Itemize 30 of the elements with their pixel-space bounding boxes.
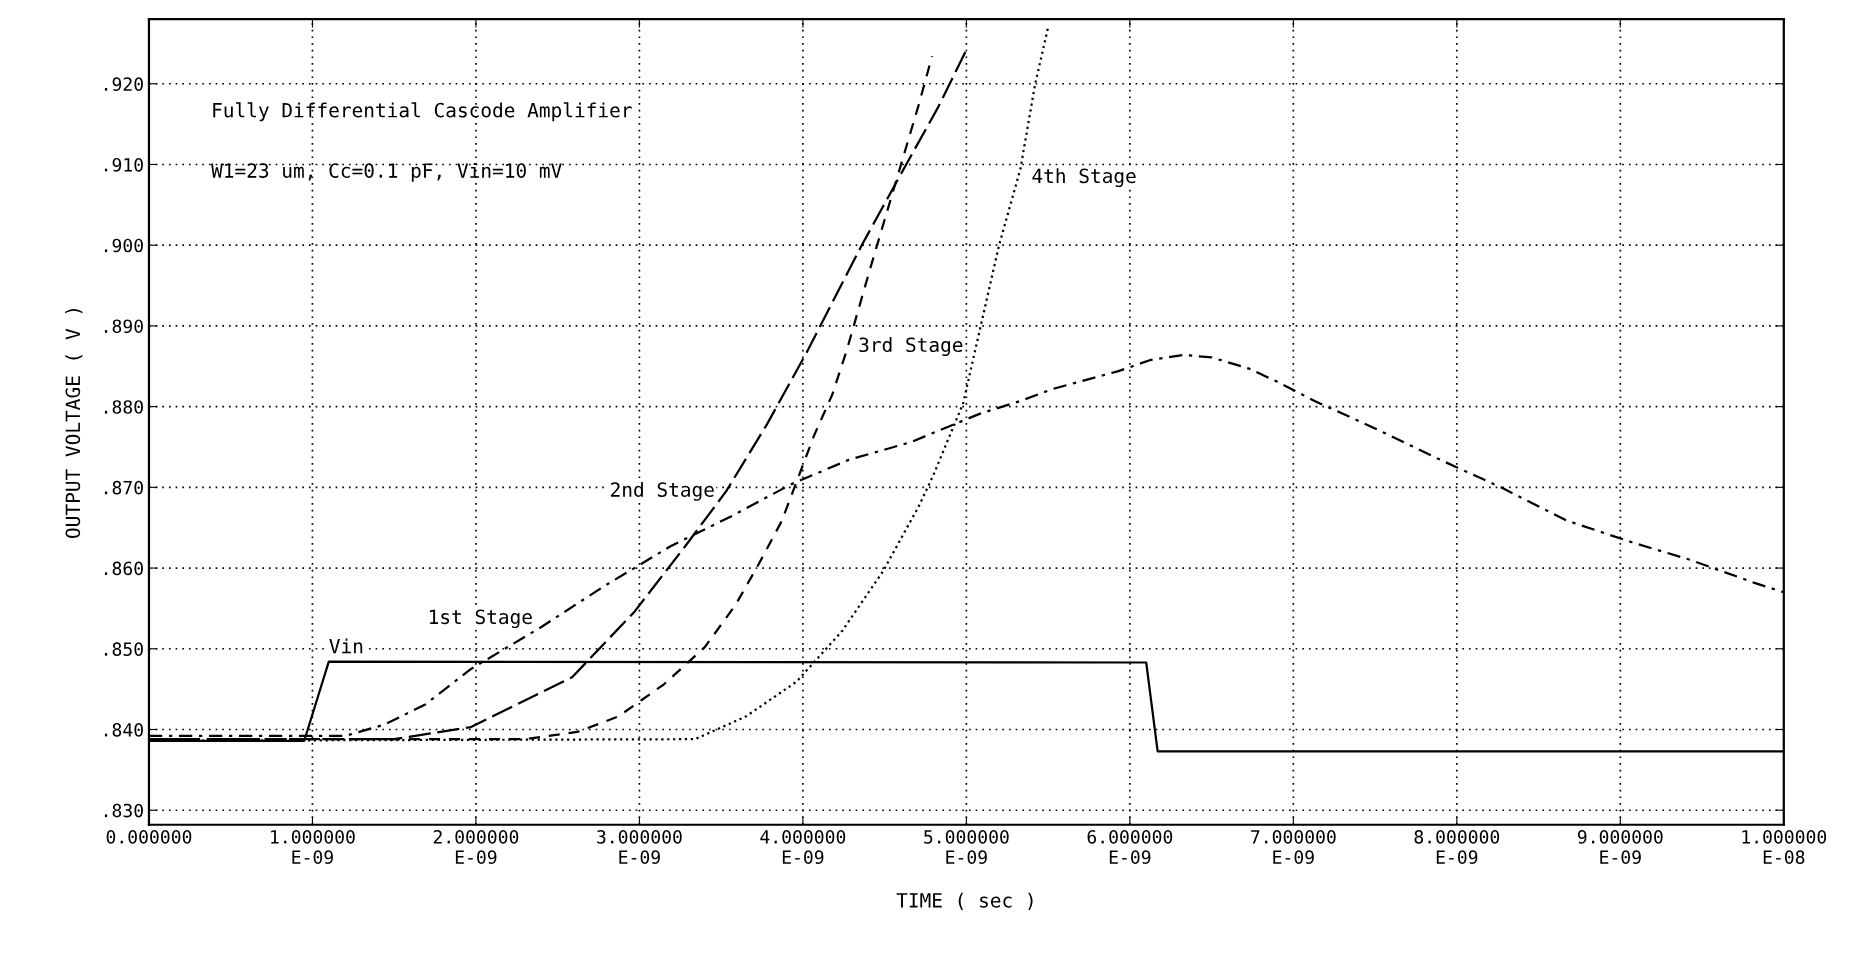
series-label: Vin [329,638,363,654]
y-tick-label: .860 [104,561,143,576]
x-tick-label: 0.000000 [106,830,192,844]
x-tick-label: 3.000000E-09 [597,830,682,865]
y-tick-label: .850 [104,642,143,656]
y-tick-label: .830 [104,803,143,818]
x-axis-title: TIME ( sec ) [896,892,1033,910]
x-tick-label: 2.000000E-09 [433,830,519,865]
x-tick-label: 1.000000E-09 [271,830,355,865]
y-tick-label: .920 [104,77,143,91]
series-label: 4th Stage [1032,168,1136,188]
y-tick-label: .890 [104,319,143,334]
x-tick-label: 6.000000E-09 [1087,830,1173,865]
annotation: W1=23 um, Cc=0.1 pF, Vin=10 mV [211,162,562,182]
series-label: 2nd Stage [611,481,714,501]
series-label: 1st Stage [429,609,532,629]
x-tick-label: 1.000000E-08 [1742,830,1827,865]
x-tick-label: 7.000000E-09 [1251,830,1336,865]
y-tick-label: .840 [104,723,143,737]
x-tick-label: 9.000000E-09 [1577,830,1663,865]
series-label: 3rd Stage [859,337,963,357]
x-tick-label: 8.000000E-09 [1414,830,1500,865]
y-tick-label: .880 [104,400,143,414]
x-tick-label: 4.000000E-09 [760,830,846,865]
y-tick-label: .870 [104,480,143,495]
y-tick-label: .910 [104,157,143,172]
x-tick-label: 5.000000E-09 [924,830,1009,865]
y-tick-label: .900 [104,238,143,253]
y-axis-title: OUTPUT VOLTAGE ( V ) [65,308,83,538]
annotation: Fully Differential Cascode Amplifier [213,102,632,122]
